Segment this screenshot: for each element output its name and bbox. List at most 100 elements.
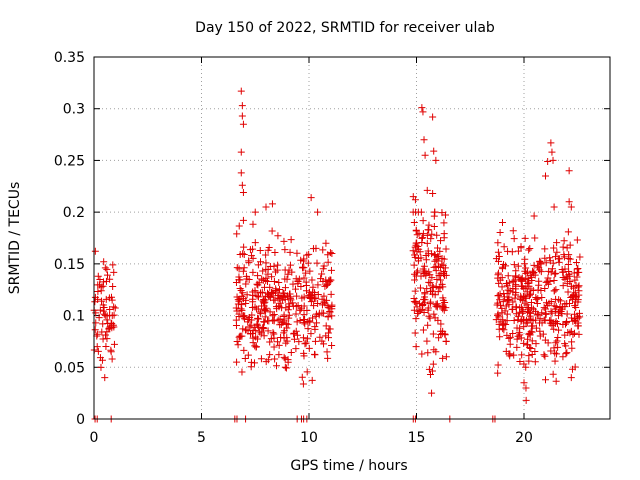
data-point <box>537 260 545 268</box>
data-point <box>328 312 336 320</box>
data-point <box>256 247 264 255</box>
data-point <box>275 341 283 349</box>
data-point <box>304 325 312 333</box>
data-point <box>262 203 270 211</box>
data-point <box>99 282 107 290</box>
data-point <box>525 246 533 254</box>
data-point <box>323 281 331 289</box>
data-point <box>412 315 420 323</box>
data-point <box>494 257 502 265</box>
data-point <box>410 218 418 226</box>
data-point <box>272 268 280 276</box>
data-point <box>570 291 578 299</box>
data-point <box>419 326 427 334</box>
data-point <box>246 246 254 254</box>
data-point <box>260 298 268 306</box>
data-point <box>412 343 420 351</box>
data-point <box>549 156 557 164</box>
data-point <box>516 358 524 366</box>
data-point <box>277 334 285 342</box>
data-point <box>270 330 278 338</box>
data-point <box>429 284 437 292</box>
data-point <box>232 316 240 324</box>
data-point <box>101 374 109 382</box>
data-point <box>287 349 295 357</box>
data-point <box>424 304 432 312</box>
data-point <box>283 334 291 342</box>
data-point <box>510 261 518 269</box>
data-point <box>280 313 288 321</box>
data-point <box>561 331 569 339</box>
data-point <box>262 306 270 314</box>
data-point <box>563 349 571 357</box>
data-point <box>108 324 116 332</box>
data-point <box>324 258 332 266</box>
data-point <box>535 281 543 289</box>
data-point <box>527 273 535 281</box>
data-point <box>237 287 245 295</box>
data-point <box>266 308 274 316</box>
data-point <box>575 268 583 276</box>
data-point <box>411 329 419 337</box>
data-point <box>541 245 549 253</box>
x-tick-label: 20 <box>515 430 533 446</box>
data-point <box>514 316 522 324</box>
data-point <box>424 349 432 357</box>
data-point <box>312 295 320 303</box>
data-point <box>301 340 309 348</box>
data-point <box>551 349 559 357</box>
data-point <box>298 373 306 381</box>
data-point <box>525 305 533 313</box>
data-point <box>564 261 572 269</box>
data-point <box>504 286 512 294</box>
data-point <box>304 259 312 267</box>
data-point <box>411 196 419 204</box>
data-point <box>247 321 255 329</box>
data-point <box>548 309 556 317</box>
data-point <box>100 258 108 266</box>
data-point <box>312 312 320 320</box>
data-point <box>418 239 426 247</box>
data-point <box>542 259 550 267</box>
data-point <box>556 297 564 305</box>
data-point <box>518 277 526 285</box>
data-point <box>248 329 256 337</box>
data-point <box>234 300 242 308</box>
data-point <box>493 301 501 309</box>
data-point <box>108 312 116 320</box>
data-point <box>502 347 510 355</box>
data-point <box>235 222 243 230</box>
data-point <box>549 370 557 378</box>
y-tick-label: 0.1 <box>63 309 85 325</box>
y-axis-label: SRMTID / TECUs <box>7 182 23 295</box>
data-point <box>531 358 539 366</box>
data-point <box>566 241 574 249</box>
data-point <box>299 257 307 265</box>
data-point <box>240 312 248 320</box>
data-point <box>266 283 274 291</box>
data-point <box>285 290 293 298</box>
data-point <box>238 102 246 110</box>
x-tick-label: 5 <box>197 430 206 446</box>
data-point <box>262 266 270 274</box>
data-point <box>534 311 542 319</box>
data-point <box>111 304 119 312</box>
data-point <box>322 239 330 247</box>
data-point <box>565 255 573 263</box>
data-point <box>530 261 538 269</box>
data-point <box>574 314 582 322</box>
data-point <box>110 303 118 311</box>
data-point <box>536 327 544 335</box>
x-tick-label: 0 <box>90 430 99 446</box>
data-point <box>542 376 549 384</box>
data-point <box>254 293 262 301</box>
data-point <box>546 254 554 262</box>
data-point <box>281 295 289 303</box>
data-point <box>271 355 279 363</box>
data-point <box>442 353 450 361</box>
data-point <box>319 246 327 254</box>
data-point <box>512 273 520 281</box>
data-point <box>326 308 334 316</box>
data-point <box>520 339 528 347</box>
data-point <box>547 139 555 147</box>
